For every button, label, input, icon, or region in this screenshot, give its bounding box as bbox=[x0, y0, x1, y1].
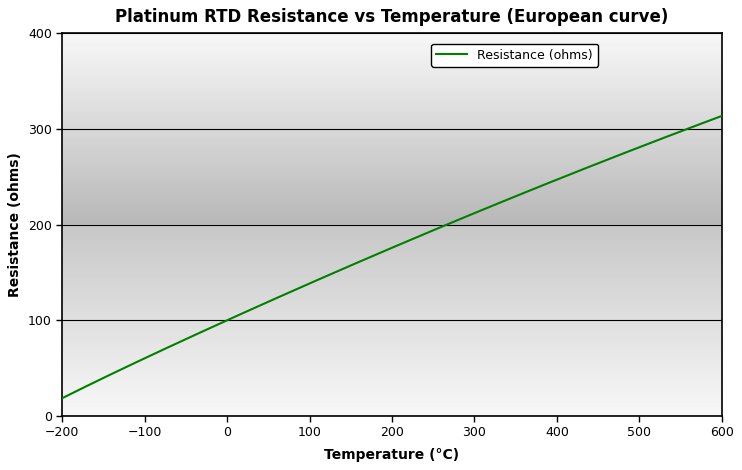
Resistance (ohms) bbox=[577, 167, 586, 172]
Resistance (ohms) bbox=[361, 256, 370, 262]
X-axis label: Temperature (°C): Temperature (°C) bbox=[324, 447, 459, 462]
Resistance (ohms) bbox=[58, 395, 67, 401]
Resistance (ohms) bbox=[697, 120, 706, 126]
Resistance (ohms) bbox=[718, 113, 726, 119]
Resistance (ohms) bbox=[698, 120, 707, 126]
Resistance (ohms) bbox=[91, 379, 100, 384]
Legend: Resistance (ohms): Resistance (ohms) bbox=[431, 44, 598, 67]
Line: Resistance (ohms): Resistance (ohms) bbox=[62, 116, 722, 398]
Resistance (ohms) bbox=[378, 249, 387, 254]
Y-axis label: Resistance (ohms): Resistance (ohms) bbox=[8, 152, 22, 297]
Title: Platinum RTD Resistance vs Temperature (European curve): Platinum RTD Resistance vs Temperature (… bbox=[115, 8, 669, 26]
